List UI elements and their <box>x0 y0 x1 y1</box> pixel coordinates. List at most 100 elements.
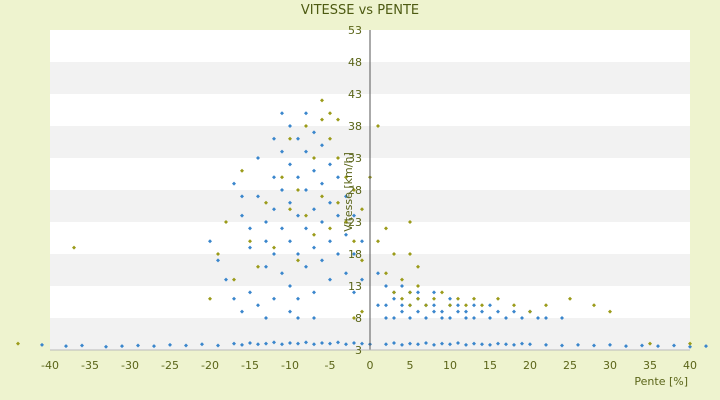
data-point-series-1 <box>248 226 252 231</box>
data-point-series-2 <box>456 296 460 301</box>
data-point-series-1 <box>376 303 380 308</box>
data-point-series-2 <box>408 220 412 224</box>
data-point-series-1 <box>264 341 268 346</box>
data-point-series-1 <box>424 340 428 345</box>
data-point-series-1 <box>448 316 452 320</box>
data-point-series-1 <box>320 143 324 148</box>
data-point-series-1 <box>240 213 244 218</box>
data-point-series-1 <box>280 271 284 276</box>
y-tick-label: 28 <box>348 184 362 197</box>
data-point-series-1 <box>464 316 468 320</box>
data-point-series-1 <box>240 309 244 314</box>
data-point-series-1 <box>304 264 308 269</box>
x-tick-label: 30 <box>603 359 617 372</box>
data-point-series-1 <box>344 342 348 347</box>
data-point-series-1 <box>352 213 356 218</box>
data-point-series-1 <box>288 162 292 167</box>
data-point-series-2 <box>304 124 308 128</box>
data-point-series-2 <box>296 188 300 192</box>
data-point-series-1 <box>360 277 364 282</box>
data-point-series-1 <box>288 239 292 244</box>
data-point-series-1 <box>328 162 332 167</box>
data-point-series-2 <box>448 303 452 308</box>
y-tick-label: 48 <box>348 56 362 69</box>
data-point-series-2 <box>240 168 244 173</box>
data-point-series-2 <box>408 303 412 308</box>
data-point-series-1 <box>256 156 260 160</box>
data-point-series-1 <box>408 316 412 320</box>
data-point-series-1 <box>320 258 324 263</box>
data-point-series-1 <box>304 188 308 192</box>
data-point-series-1 <box>328 239 332 244</box>
data-point-series-1 <box>320 220 324 224</box>
data-point-series-2 <box>432 296 436 301</box>
data-point-series-1 <box>320 181 324 186</box>
data-point-series-1 <box>304 149 308 154</box>
data-point-series-2 <box>648 341 652 346</box>
data-point-series-1 <box>280 111 284 116</box>
data-point-series-1 <box>592 343 596 348</box>
x-tick-label: -25 <box>161 359 179 372</box>
data-point-series-1 <box>296 213 300 218</box>
x-tick-labels: -40 -35 -30 -25 -20 -15 -10 -5 0 5 10 15 20 25 30 35 40 <box>41 359 697 372</box>
data-point-series-1 <box>432 303 436 308</box>
data-point-series-2 <box>408 290 412 295</box>
x-tick-label: 25 <box>563 359 577 372</box>
data-point-series-2 <box>328 226 332 231</box>
data-point-series-1 <box>80 343 84 348</box>
x-tick-label: 5 <box>407 359 414 372</box>
data-point-series-1 <box>288 340 292 345</box>
data-point-series-1 <box>312 168 316 173</box>
x-tick-label: -5 <box>325 359 336 372</box>
data-point-series-1 <box>296 136 300 141</box>
data-point-series-2 <box>512 303 516 308</box>
data-point-series-1 <box>272 252 276 256</box>
axes <box>50 30 690 351</box>
data-point-series-2 <box>280 175 284 180</box>
data-point-series-2 <box>360 207 364 212</box>
data-point-series-1 <box>264 264 268 269</box>
data-point-series-1 <box>304 111 308 116</box>
data-point-series-1 <box>264 220 268 224</box>
data-point-series-1 <box>432 290 436 295</box>
data-point-series-2 <box>232 277 236 282</box>
data-point-series-1 <box>560 316 564 320</box>
data-point-series-1 <box>392 316 396 320</box>
data-point-series-1 <box>296 296 300 301</box>
data-point-series-1 <box>416 309 420 314</box>
data-point-series-1 <box>496 341 500 346</box>
data-point-series-1 <box>400 284 404 288</box>
data-point-series-1 <box>336 340 340 345</box>
data-point-series-2 <box>72 245 76 250</box>
data-point-series-2 <box>544 303 548 308</box>
data-point-series-1 <box>296 341 300 346</box>
data-point-series-1 <box>672 343 676 348</box>
data-point-series-2 <box>336 156 340 160</box>
data-point-series-1 <box>480 342 484 347</box>
data-point-series-1 <box>512 342 516 347</box>
data-point-series-1 <box>496 309 500 314</box>
data-point-series-1 <box>384 316 388 320</box>
data-point-series-2 <box>320 117 324 122</box>
data-point-series-1 <box>312 342 316 347</box>
data-point-series-1 <box>232 296 236 301</box>
data-point-series-1 <box>104 344 108 349</box>
data-point-series-1 <box>240 342 244 347</box>
data-point-series-1 <box>304 340 308 345</box>
data-point-series-1 <box>304 226 308 231</box>
data-point-series-2 <box>464 303 468 308</box>
data-point-series-1 <box>248 245 252 250</box>
data-point-series-1 <box>40 342 44 347</box>
x-tick-label: -20 <box>201 359 219 372</box>
data-point-series-2 <box>352 239 356 244</box>
data-point-series-1 <box>280 226 284 231</box>
data-point-series-1 <box>264 239 268 244</box>
y-tick-label: 8 <box>355 312 362 325</box>
data-point-series-2 <box>400 277 404 282</box>
data-point-series-1 <box>520 316 524 320</box>
data-point-series-1 <box>528 342 532 347</box>
data-point-series-1 <box>272 207 276 212</box>
x-tick-label: 15 <box>483 359 497 372</box>
data-point-series-2 <box>312 232 316 237</box>
